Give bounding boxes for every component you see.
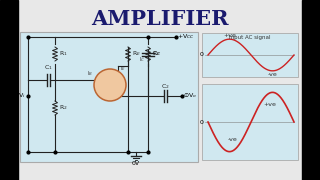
Text: R$_1$: R$_1$ [59, 50, 68, 59]
Text: 0V: 0V [132, 161, 140, 166]
Text: +V$_{CC}$: +V$_{CC}$ [177, 33, 195, 41]
Text: C$_2$: C$_2$ [161, 82, 169, 91]
Bar [202, 84, 298, 160]
Bar [20, 32, 198, 162]
Text: +ve: +ve [223, 33, 236, 38]
Bar [0, 0, 18, 180]
Text: I$_B$: I$_B$ [87, 69, 93, 78]
Bar [202, 33, 298, 77]
Text: -ve: -ve [268, 72, 277, 77]
Text: C$_1$: C$_1$ [44, 63, 52, 72]
Text: ⊙V$_o$: ⊙V$_o$ [183, 92, 197, 100]
Bar [302, 0, 320, 180]
Text: 0: 0 [199, 120, 203, 125]
Text: 0: 0 [199, 53, 203, 57]
Text: I$_C$: I$_C$ [139, 56, 145, 64]
Text: +ve: +ve [263, 102, 276, 107]
Text: I$_E$: I$_E$ [120, 65, 126, 73]
Circle shape [94, 69, 126, 101]
Text: R$_2$: R$_2$ [59, 103, 68, 112]
Text: R$_C$: R$_C$ [152, 50, 162, 59]
Text: -ve: -ve [227, 137, 237, 142]
Text: ⊙V$_i$: ⊙V$_i$ [13, 92, 26, 100]
Text: Input AC signal: Input AC signal [229, 35, 271, 40]
Text: C$_E$: C$_E$ [152, 50, 161, 59]
Text: AMPLIFIER: AMPLIFIER [91, 9, 229, 29]
Text: R$_E$: R$_E$ [132, 50, 141, 59]
